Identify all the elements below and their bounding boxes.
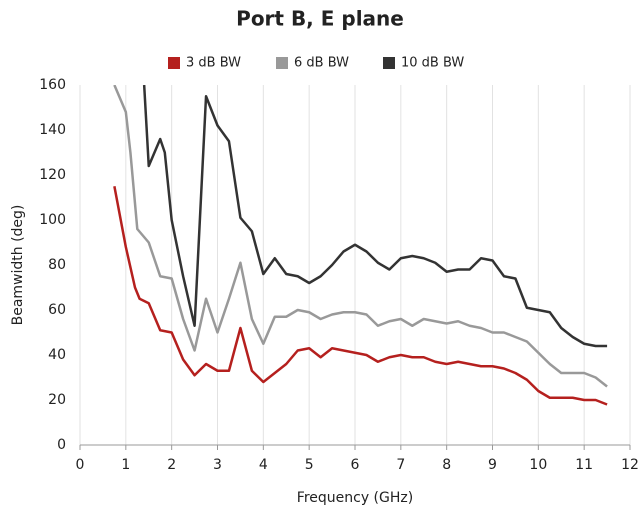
y-tick-label: 160 xyxy=(39,77,66,93)
legend-swatch xyxy=(383,57,395,69)
y-tick-label: 60 xyxy=(48,302,66,318)
series-line xyxy=(113,186,608,406)
y-tick-label: 0 xyxy=(57,437,66,453)
y-axis-label: Beamwidth (deg) xyxy=(10,205,26,326)
x-tick-label: 7 xyxy=(396,457,405,473)
x-tick-label: 10 xyxy=(529,457,547,473)
x-tick-label: 9 xyxy=(488,457,497,473)
series-line xyxy=(113,85,608,388)
x-tick-label: 3 xyxy=(213,457,222,473)
x-tick-label: 6 xyxy=(351,457,360,473)
legend-label: 10 dB BW xyxy=(401,56,464,71)
x-axis-label: Frequency (GHz) xyxy=(297,490,413,506)
y-tick-label: 20 xyxy=(48,392,66,408)
x-tick-label: 4 xyxy=(259,457,268,473)
x-tick-label: 8 xyxy=(442,457,451,473)
legend-swatch xyxy=(276,57,288,69)
y-tick-label: 80 xyxy=(48,257,66,273)
legend-label: 6 dB BW xyxy=(294,56,349,71)
chart-title: Port B, E plane xyxy=(236,7,404,31)
legend-label: 3 dB BW xyxy=(186,56,241,71)
x-tick-label: 5 xyxy=(305,457,314,473)
series-line xyxy=(142,85,608,348)
x-tick-label: 2 xyxy=(167,457,176,473)
x-tick-label: 11 xyxy=(575,457,593,473)
x-tick-label: 0 xyxy=(76,457,85,473)
x-tick-label: 1 xyxy=(121,457,130,473)
y-tick-label: 140 xyxy=(39,122,66,138)
legend-swatch xyxy=(168,57,180,69)
x-tick-label: 12 xyxy=(621,457,639,473)
y-tick-label: 120 xyxy=(39,167,66,183)
y-tick-label: 40 xyxy=(48,347,66,363)
y-tick-label: 100 xyxy=(39,212,66,228)
